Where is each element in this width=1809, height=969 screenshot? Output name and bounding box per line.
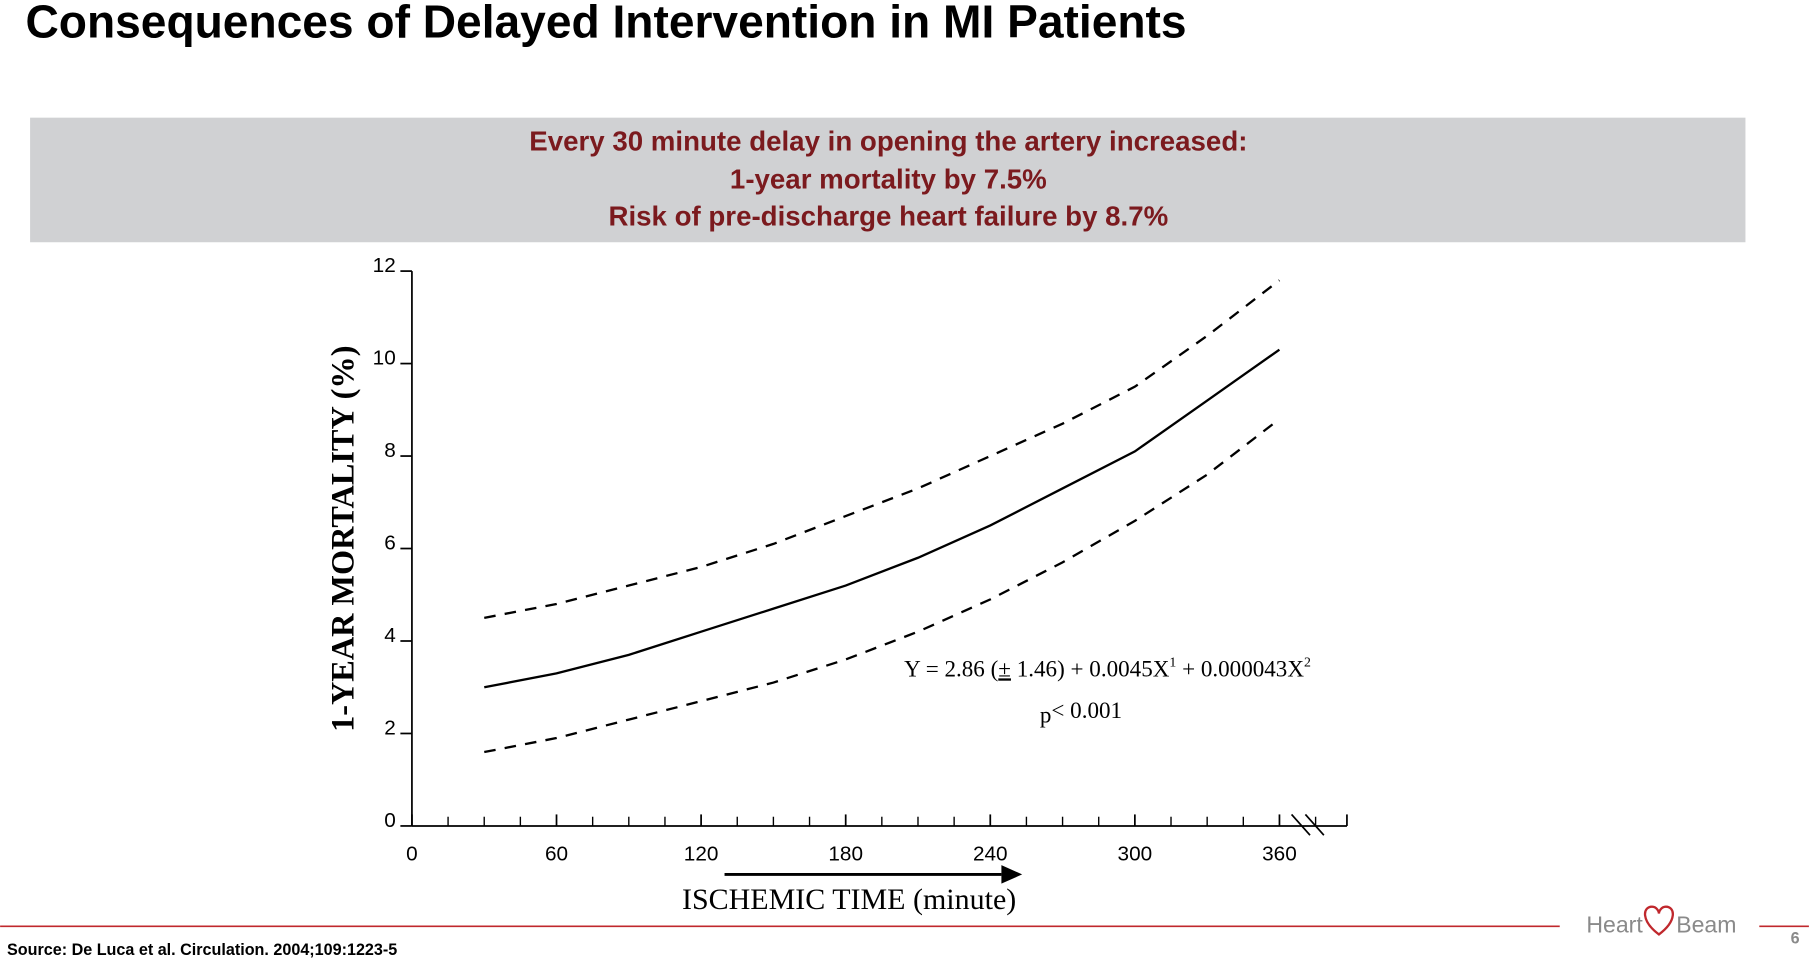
x-axis-title: ISCHEMIC TIME (minute)	[682, 883, 1016, 916]
banner-line: Every 30 minute delay in opening the art…	[529, 125, 1247, 156]
equation-part: 1	[1169, 654, 1176, 669]
axis-break	[1304, 813, 1325, 836]
x-tick-label: 0	[406, 842, 418, 865]
series-line	[484, 348, 1281, 689]
axis-break	[1290, 813, 1311, 836]
time-arrow-head	[1001, 865, 1023, 884]
p-value-part: < 0.001	[1051, 697, 1122, 723]
equation: Y = 2.86 (± 1.46) + 0.0045X1 + 0.000043X…	[904, 654, 1311, 681]
series-line	[484, 279, 1281, 619]
source: Source: De Luca et al. Circulation. 2004…	[7, 941, 397, 959]
y-tick-label: 4	[384, 624, 396, 647]
y-tick-label: 0	[384, 809, 396, 832]
equation-part: Y = 2.86 (	[904, 656, 998, 682]
y-tick-label: 2	[384, 716, 396, 739]
page-number: 6	[1791, 929, 1800, 947]
equation-part: 1.46) + 0.0045X	[1011, 656, 1170, 682]
series-line	[484, 418, 1281, 754]
x-tick-label: 180	[828, 842, 863, 865]
equation-part: ±	[998, 656, 1011, 682]
x-tick-label: 120	[684, 842, 719, 865]
x-tick-label: 60	[545, 842, 568, 865]
equation-part: + 0.000043X	[1176, 656, 1304, 682]
banner-line: Risk of pre-discharge heart failure by 8…	[608, 200, 1168, 231]
slide-title: Consequences of Delayed Intervention in …	[25, 0, 1186, 48]
logo-text: Heart	[1586, 911, 1643, 937]
x-tick-label: 240	[973, 842, 1008, 865]
y-axis-title: 1-YEAR MORTALITY (%)	[325, 346, 361, 732]
banner-line: 1-year mortality by 7.5%	[730, 163, 1047, 194]
y-tick-label: 8	[384, 439, 396, 462]
y-tick-label: 6	[384, 531, 396, 554]
logo-text: Beam	[1676, 911, 1736, 937]
logo-heart	[1643, 905, 1674, 936]
p-value-part: p	[1040, 702, 1052, 728]
x-tick-label: 360	[1262, 842, 1297, 865]
y-tick-label: 10	[373, 346, 396, 369]
p-value: p< 0.001	[1040, 697, 1122, 728]
x-tick-label: 300	[1118, 842, 1153, 865]
banner	[30, 117, 1746, 243]
y-tick-label: 12	[373, 254, 396, 277]
equation-part: 2	[1304, 654, 1311, 669]
